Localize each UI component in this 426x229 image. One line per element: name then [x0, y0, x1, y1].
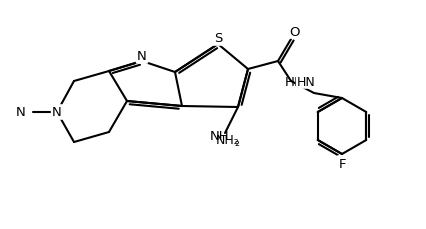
Text: N: N	[137, 50, 147, 63]
Text: ₂: ₂	[234, 135, 239, 148]
Text: O: O	[290, 26, 300, 39]
Text: NH: NH	[210, 130, 230, 143]
Text: HN: HN	[285, 75, 305, 88]
Text: O: O	[290, 25, 300, 38]
Text: N: N	[137, 50, 147, 63]
Text: HN: HN	[297, 75, 316, 88]
Text: F: F	[338, 157, 346, 170]
Text: N: N	[16, 106, 26, 119]
Text: F: F	[338, 156, 346, 169]
Text: N: N	[52, 106, 62, 119]
Text: NH₂: NH₂	[216, 133, 240, 146]
Text: S: S	[214, 32, 222, 45]
Text: N: N	[52, 106, 62, 119]
Text: S: S	[214, 33, 222, 46]
